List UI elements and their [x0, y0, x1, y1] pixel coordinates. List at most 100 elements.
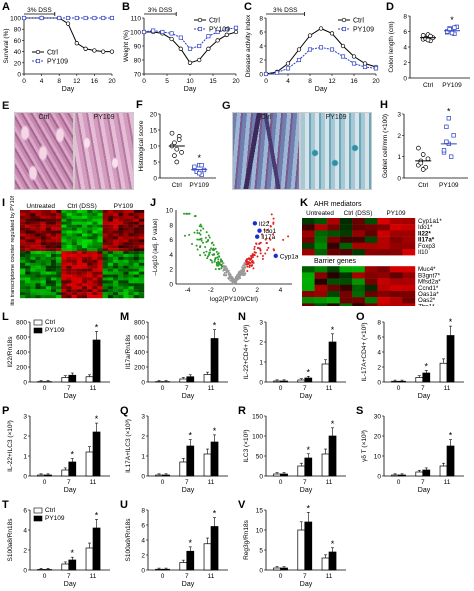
heatmap-cell [82, 210, 88, 214]
highlight-point [255, 234, 260, 239]
heatmap-cell [107, 271, 114, 275]
volcano-point [223, 271, 226, 274]
volcano-point [211, 253, 214, 256]
point-py109 [178, 35, 183, 40]
gene-label: Il22 [259, 221, 270, 228]
x-tick-label: 11 [326, 479, 333, 486]
heatmap-cell [92, 254, 98, 258]
heatmap-cell [364, 224, 378, 231]
point-ctrl [224, 32, 229, 37]
y-tick-label: 2 [23, 434, 27, 441]
heatmap-cell [35, 259, 41, 263]
point-py109 [21, 15, 27, 21]
heatmap-cell [25, 277, 31, 281]
volcano-point [196, 238, 199, 241]
heatmap-cell [118, 239, 124, 243]
x-tick-label: 7 [67, 573, 71, 580]
x-tick-label: 20 [372, 78, 380, 85]
heatmap-cell [45, 289, 52, 293]
heatmap-cell [339, 236, 353, 243]
bar-Ctrl [321, 453, 330, 477]
heatmap-cell [35, 254, 41, 258]
significance-star: * [449, 431, 453, 441]
heatmap-cell [66, 233, 72, 237]
heatmap-cell [71, 210, 78, 214]
heatmap-cell [92, 265, 98, 269]
y-tick-label: 2 [403, 60, 407, 67]
x-tick-label: 10 [186, 78, 194, 85]
gene-label: Zbp1* [418, 303, 435, 306]
volcano-point [246, 269, 249, 272]
y-tick-label: 100 [252, 434, 263, 441]
x-tick-label: Ctrl [172, 182, 183, 189]
heatmap-cell [51, 265, 57, 269]
point-ctrl [307, 33, 313, 38]
bar-Ctrl [273, 473, 281, 477]
bar-Ctrl [391, 474, 399, 477]
panel-label-L: L [2, 311, 9, 323]
y-tick-label: 80 [14, 27, 22, 34]
panel-label-O: O [356, 311, 365, 323]
heatmap-cell [102, 215, 109, 219]
panel-r-bar-chart: R 0 50 100 150 ILC3 (×10³) 0 7 * 11 * Day [238, 405, 346, 494]
x-tick-label: 11 [444, 479, 451, 486]
heatmap-cell [76, 233, 83, 237]
volcano-point [205, 250, 208, 253]
volcano-point [206, 239, 209, 242]
heatmap-cell [56, 271, 62, 275]
heatmap-title: AHR mediators [314, 201, 362, 208]
legend-label: Ctrl [47, 50, 58, 57]
heatmap-cell [364, 278, 378, 285]
volcano-point [212, 243, 215, 246]
heatmap-cell [123, 256, 129, 261]
heatmap-cell [20, 215, 26, 219]
panel-label-H: H [380, 99, 388, 111]
heatmap-cell [128, 227, 134, 231]
heatmap-cell [327, 272, 340, 279]
heatmap-cell [138, 280, 145, 284]
heatmap-cell [82, 251, 88, 255]
heatmap-cell [56, 239, 62, 243]
heatmap-cell [76, 254, 83, 258]
gene-label: Foxp3 [418, 243, 436, 250]
heatmap-cell [339, 272, 353, 279]
y-axis-label: S100a8/Rn18s [7, 518, 14, 562]
volcano-point [216, 261, 219, 264]
point-py109 [39, 15, 44, 21]
heatmap-cell [76, 295, 83, 299]
heatmap-cell [45, 245, 52, 249]
heatmap-cell [133, 245, 140, 249]
x-tick-label: 0 [264, 78, 268, 85]
heatmap-cell [51, 277, 57, 281]
y-tick-label: 6 [259, 30, 263, 37]
heatmap-cell [133, 230, 140, 234]
heatmap-cell [138, 215, 145, 219]
heatmap-cell [51, 259, 57, 263]
heatmap-cell [71, 277, 78, 281]
volcano-point [210, 247, 213, 250]
heatmap-cell [314, 278, 328, 285]
y-tick-label: 0 [377, 380, 381, 387]
legend-marker-ctrl [35, 49, 41, 55]
heatmap-cell [314, 291, 328, 298]
heatmap-cell [45, 251, 52, 255]
y-tick-label: 0 [403, 76, 407, 83]
heatmap-cell [118, 280, 124, 284]
heatmap-cell [107, 221, 114, 225]
y-tick-label: 4 [377, 350, 381, 357]
heatmap-cell [123, 265, 129, 269]
panel-h-goblet-chart: H 0 1 2 3 Goblet cell/mm (×100) Ctrl PY109 * [380, 99, 468, 189]
volcano-point [256, 255, 259, 258]
heatmap-cell [113, 251, 119, 255]
heatmap-cell [364, 272, 378, 279]
heatmap-cell [92, 233, 98, 237]
significance-star: * [189, 538, 193, 548]
y-tick-label: 100 [10, 16, 21, 23]
heatmap-cell [113, 224, 119, 228]
heatmap-cell [97, 277, 103, 281]
heatmap-cell [138, 271, 145, 275]
point-py109 [206, 34, 211, 39]
heatmap-cell [45, 256, 52, 261]
point-py109 [169, 31, 174, 36]
panel-label-T: T [2, 499, 9, 511]
